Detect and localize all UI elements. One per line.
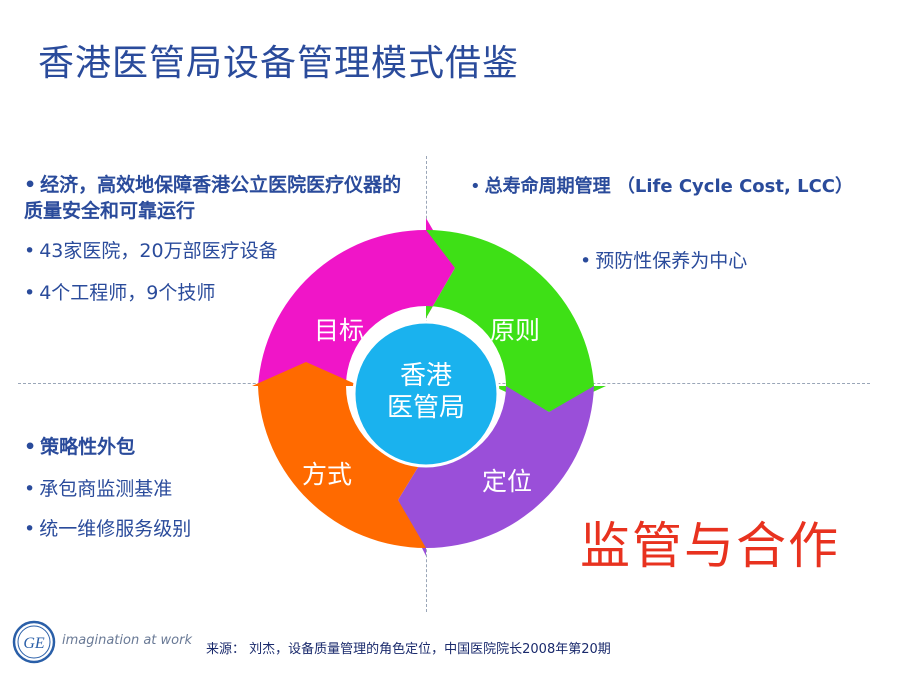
- cycle-diagram: [252, 218, 606, 556]
- bullet-dot: •: [24, 282, 36, 304]
- page-title: 香港医管局设备管理模式借鉴: [38, 43, 520, 84]
- top-right-heading: • 总寿命周期管理 （Life Cycle Cost, LCC）: [470, 174, 853, 200]
- bottom-left-item: • 统一维修服务级别: [24, 516, 191, 542]
- cycle-label-principle: 原则: [490, 316, 541, 345]
- bottom-left-heading: • 策略性外包: [24, 434, 135, 460]
- top-right-item: • 预防性保养为中心: [580, 248, 747, 274]
- bullet-dot: •: [24, 436, 37, 458]
- cycle-segment-position: [398, 386, 594, 556]
- ge-tagline: imagination at work: [62, 633, 192, 648]
- bullet-dot: •: [24, 478, 36, 500]
- top-left-heading: • 经济，高效地保障香港公立医院医疗仪器的质量安全和可靠运行: [24, 172, 404, 224]
- center-line-2: 医管局: [386, 393, 465, 423]
- cycle-segment-goal: [258, 218, 455, 386]
- bottom-left-heading-text: 策略性外包: [40, 436, 136, 458]
- top-left-item-text: 43家医院，20万部医疗设备: [39, 240, 278, 262]
- top-left-heading-text: 经济，高效地保障香港公立医院医疗仪器的质量安全和可靠运行: [24, 174, 402, 222]
- bullet-dot: •: [24, 174, 37, 196]
- cycle-center-label: 香港 医管局: [366, 360, 486, 424]
- cycle-label-goal: 目标: [314, 316, 365, 345]
- cycle-segment-principle: [426, 229, 606, 412]
- bullet-dot: •: [470, 176, 481, 197]
- top-left-item: • 4个工程师，9个技师: [24, 280, 215, 306]
- top-right-heading-text: 总寿命周期管理 （Life Cycle Cost, LCC）: [484, 176, 853, 197]
- source-note: 来源： 刘杰，设备质量管理的角色定位，中国医院院长2008年第20期: [206, 642, 611, 657]
- cycle-segment-method: [252, 362, 426, 549]
- bullet-dot: •: [580, 250, 592, 272]
- bottom-left-item-text: 承包商监测基准: [39, 478, 173, 500]
- top-left-item-text: 4个工程师，9个技师: [39, 282, 216, 304]
- ge-logo-text: GE: [23, 635, 45, 652]
- ge-logo: GE: [12, 620, 56, 664]
- center-line-1: 香港: [399, 361, 452, 391]
- cycle-label-method: 方式: [302, 460, 353, 489]
- top-right-item-text: 预防性保养为中心: [595, 250, 748, 272]
- top-left-item: • 43家医院，20万部医疗设备: [24, 238, 278, 264]
- cycle-label-position: 定位: [482, 467, 533, 496]
- bullet-dot: •: [24, 240, 36, 262]
- bottom-left-item: • 承包商监测基准: [24, 476, 172, 502]
- bottom-left-item-text: 统一维修服务级别: [39, 518, 192, 540]
- cycle-center: [352, 320, 500, 468]
- slogan: 监管与合作: [580, 517, 840, 575]
- bullet-dot: •: [24, 518, 36, 540]
